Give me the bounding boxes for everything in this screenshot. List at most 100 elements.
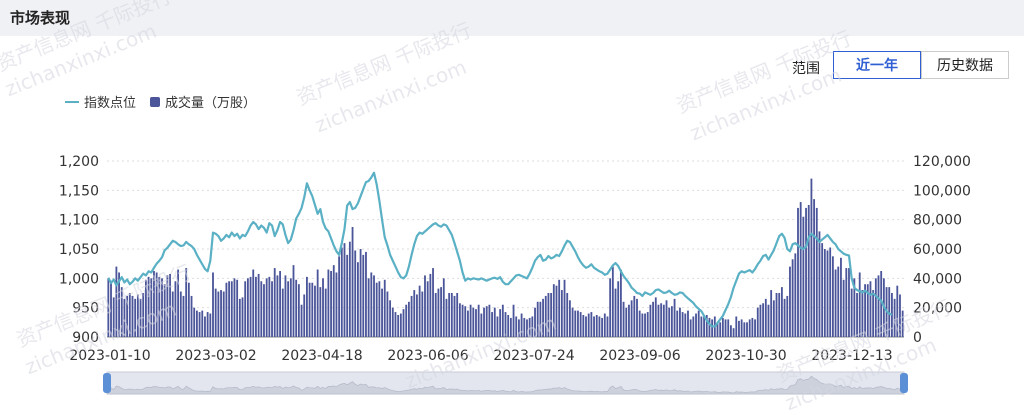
volume-bar xyxy=(721,317,724,337)
volume-bar xyxy=(185,268,188,337)
volume-bar xyxy=(869,281,872,337)
volume-bar xyxy=(539,301,542,337)
volume-bar xyxy=(271,281,273,337)
volume-bar xyxy=(126,295,129,337)
volume-bar xyxy=(287,281,290,337)
volume-bar xyxy=(652,301,654,337)
volume-bar xyxy=(421,291,424,337)
volume-bar xyxy=(373,275,375,337)
volume-bar xyxy=(182,295,185,337)
volume-bar xyxy=(705,315,708,337)
volume-bar xyxy=(523,317,526,337)
volume-bar xyxy=(410,295,413,337)
volume-bar xyxy=(764,298,767,337)
volume-bar xyxy=(611,266,614,337)
volume-bar xyxy=(617,281,620,337)
volume-bar xyxy=(673,298,676,337)
volume-bar xyxy=(628,304,630,337)
section-title: 市场表现 xyxy=(10,9,71,27)
volume-bar xyxy=(644,313,646,337)
volume-bar xyxy=(512,304,515,337)
volume-bar xyxy=(386,291,389,337)
volume-bar xyxy=(536,301,539,337)
volume-bar xyxy=(201,310,204,337)
legend-item-index[interactable]: 指数点位 xyxy=(84,96,137,111)
volume-bar xyxy=(383,279,386,337)
volume-bar xyxy=(780,287,783,337)
volume-bar xyxy=(244,281,247,337)
volume-bar xyxy=(475,309,477,337)
volume-bar xyxy=(429,273,432,337)
volume-bar xyxy=(654,297,657,337)
volume-bar xyxy=(327,269,330,337)
zoom-handle-right[interactable] xyxy=(900,373,908,393)
volume-bar xyxy=(456,293,459,337)
volume-bar xyxy=(314,285,316,337)
volume-bar xyxy=(711,319,714,337)
volume-bar xyxy=(823,249,826,337)
volume-bar xyxy=(432,268,434,337)
volume-bar xyxy=(115,266,118,337)
volume-bar xyxy=(679,307,681,337)
range-button-1y[interactable]: 近一年 xyxy=(833,51,921,79)
y-right-tick-label: 60,000 xyxy=(913,242,962,258)
volume-bar xyxy=(169,273,171,337)
volume-bar xyxy=(845,268,848,337)
volume-bar xyxy=(434,293,437,337)
volume-bar xyxy=(547,293,550,337)
volume-bar xyxy=(450,293,453,337)
volume-bar xyxy=(163,284,166,337)
volume-bar xyxy=(308,282,311,337)
volume-bar xyxy=(550,293,553,337)
volume-bar xyxy=(518,319,520,337)
volume-bar xyxy=(123,298,126,337)
volume-bar xyxy=(853,278,856,337)
chart-legend[interactable]: 指数点位 成交量（万股） xyxy=(65,92,256,111)
volume-bar xyxy=(657,304,660,337)
volume-bar xyxy=(735,316,738,337)
zoom-handle-left[interactable] xyxy=(103,373,111,393)
volume-bar xyxy=(676,310,679,337)
volume-bar xyxy=(501,304,504,337)
volume-bar xyxy=(448,293,451,337)
volume-bar xyxy=(397,315,400,337)
volume-bar xyxy=(161,278,163,337)
volume-bar xyxy=(195,310,198,337)
y-left-tick-label: 1,000 xyxy=(59,271,99,287)
volume-bar xyxy=(303,294,306,337)
volume-bar xyxy=(515,316,518,337)
volume-bar xyxy=(399,313,402,337)
volume-bar xyxy=(633,295,636,337)
x-tick-label: 2023-04-18 xyxy=(281,348,362,364)
x-tick-label: 2023-06-06 xyxy=(387,348,468,364)
volume-bar xyxy=(136,294,139,337)
volume-bar xyxy=(807,205,810,337)
volume-bar xyxy=(458,303,461,337)
volume-bar xyxy=(670,306,673,337)
volume-bar xyxy=(861,290,864,337)
volume-bar xyxy=(316,269,319,337)
volume-bar xyxy=(520,313,523,337)
volume-bar xyxy=(864,284,866,337)
volume-bar xyxy=(772,300,775,337)
volume-bar xyxy=(405,304,408,337)
volume-bar xyxy=(348,241,351,337)
volume-bar xyxy=(893,298,896,337)
volume-bar xyxy=(464,306,467,337)
legend-item-volume[interactable]: 成交量（万股） xyxy=(165,96,257,111)
volume-bar xyxy=(598,316,601,337)
volume-bar xyxy=(357,262,359,337)
volume-bar xyxy=(662,304,665,337)
volume-bar xyxy=(531,316,534,337)
volume-bar xyxy=(370,272,373,337)
range-button-history[interactable]: 历史数据 xyxy=(921,51,1009,79)
volume-bar xyxy=(493,307,496,337)
volume-bar xyxy=(877,275,880,337)
volume-bar xyxy=(120,287,123,337)
y-left-tick-label: 900 xyxy=(72,330,99,346)
volume-bar xyxy=(118,272,120,337)
volume-bar xyxy=(625,307,628,337)
volume-bar xyxy=(289,278,292,337)
volume-bar xyxy=(789,266,791,337)
